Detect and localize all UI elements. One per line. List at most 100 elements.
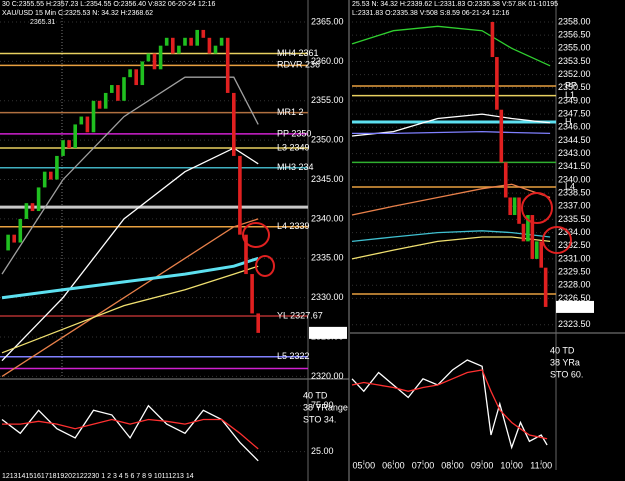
y-tick-label: 2328.00 <box>558 280 591 290</box>
last-price-box <box>309 326 347 339</box>
candle <box>6 234 10 251</box>
y-tick-label: 2347.50 <box>558 108 591 118</box>
indicator-line <box>351 113 551 137</box>
candle <box>36 187 41 212</box>
y-tick-label: 2331.00 <box>558 253 591 263</box>
candle <box>158 45 163 70</box>
candle <box>207 37 212 54</box>
candle <box>152 53 157 70</box>
y-tick-label: 2355.00 <box>558 43 591 53</box>
candle <box>232 92 236 156</box>
candle <box>213 45 218 54</box>
candle <box>238 155 242 235</box>
y-tick-label: 2353.50 <box>558 56 591 66</box>
y-tick-label: 75.00 <box>311 400 334 410</box>
x-tick-label: 11:00 <box>530 460 552 470</box>
header: 30 C:2355.55 H:2357.23 L:2354.55 O:2356.… <box>2 1 216 8</box>
level-label: MR1 2 <box>277 107 304 117</box>
indicator-line <box>351 230 551 243</box>
y-tick-label: 2335.50 <box>558 214 591 224</box>
y-tick-label: 2326.50 <box>558 293 591 303</box>
indicator-label: 40 TD <box>303 390 328 400</box>
candle <box>490 21 495 58</box>
x-tick-label: 08:00 <box>441 460 464 470</box>
candle <box>250 274 254 314</box>
candle <box>256 313 260 333</box>
indicator-label: 38 YRa <box>550 357 580 367</box>
x-tick-label: 09:00 <box>471 460 494 470</box>
indicator-label: 38 YRange <box>303 402 348 412</box>
y-tick-label: 2365.00 <box>311 16 344 26</box>
indicator-line <box>351 183 551 216</box>
level-label: H <box>565 116 572 126</box>
highlight-circle <box>521 192 553 224</box>
y-tick-label: 2355.00 <box>311 95 344 105</box>
candle <box>543 267 548 307</box>
candle <box>30 203 35 212</box>
candle <box>18 218 23 243</box>
indicator-line <box>1 76 259 275</box>
candle <box>55 155 59 180</box>
x-tick-label: 06:00 <box>382 460 405 470</box>
candle <box>512 197 517 216</box>
candle <box>134 69 138 86</box>
candle <box>128 69 132 78</box>
y-tick-label: 2340.00 <box>311 213 344 223</box>
level-label: YL 2327.67 <box>277 310 323 320</box>
candle <box>189 37 193 46</box>
highlight-circle <box>242 222 270 248</box>
y-tick-label: 2338.50 <box>558 187 591 197</box>
charts: 2320.002325.002330.002335.002340.002345.… <box>0 16 594 470</box>
y-tick-label: 2329.50 <box>558 266 591 276</box>
y-tick-label: 2343.00 <box>558 148 591 158</box>
x-tick-label: 05:00 <box>353 460 376 470</box>
y-tick-label: 2334.00 <box>558 227 591 237</box>
indicator-label: STO 60. <box>550 369 583 379</box>
candle <box>530 215 535 259</box>
header: 25.53 N: 34.32 H:2339.62 L:2331.83 O:233… <box>352 1 558 8</box>
indicator-label: 40 TD <box>550 345 575 355</box>
candle <box>177 45 181 54</box>
level-label: L3 2349 <box>277 142 310 152</box>
y-tick-label: 2335.00 <box>311 253 344 263</box>
y-tick-label: 2349.00 <box>558 95 591 105</box>
last-price-label: 2325.53 <box>558 301 591 311</box>
candle <box>183 37 187 46</box>
indicator-line <box>351 359 548 450</box>
x-tick-label: 10:00 <box>500 460 523 470</box>
candle <box>42 171 47 188</box>
y-tick-label: 2344.50 <box>558 135 591 145</box>
y-tick-label: 2341.50 <box>558 161 591 171</box>
header: XAU/USD 15 Min C:2325.53 N: 34.32 H:2368… <box>2 10 153 17</box>
candle <box>219 37 224 46</box>
annotation: 2365.31 <box>30 19 55 26</box>
level-label: PP <box>565 80 577 90</box>
candle <box>499 109 504 163</box>
candle <box>244 234 248 275</box>
level-label: L1 <box>565 90 575 100</box>
candle <box>103 92 108 109</box>
indicator-line <box>352 130 551 135</box>
last-price-label: 2325.53 <box>311 327 344 337</box>
candle <box>85 116 90 133</box>
candle <box>146 53 151 62</box>
candle <box>91 100 96 133</box>
candle <box>12 234 16 243</box>
indicator-label: STO 34. <box>303 414 336 424</box>
candle <box>225 37 230 93</box>
candle <box>67 140 71 149</box>
candle <box>539 241 544 268</box>
candle <box>495 57 499 110</box>
candle <box>140 61 145 86</box>
level-label: MH3 234 <box>277 162 314 172</box>
indicator-line <box>1 265 259 354</box>
candle <box>201 29 206 38</box>
y-tick-label: 2345.00 <box>311 174 344 184</box>
x-tick-label: 07:00 <box>412 460 435 470</box>
candle <box>503 162 508 198</box>
candle <box>526 215 530 242</box>
candle <box>73 124 77 149</box>
y-tick-label: 2346.00 <box>558 122 591 132</box>
level-label: L4 <box>565 181 575 191</box>
